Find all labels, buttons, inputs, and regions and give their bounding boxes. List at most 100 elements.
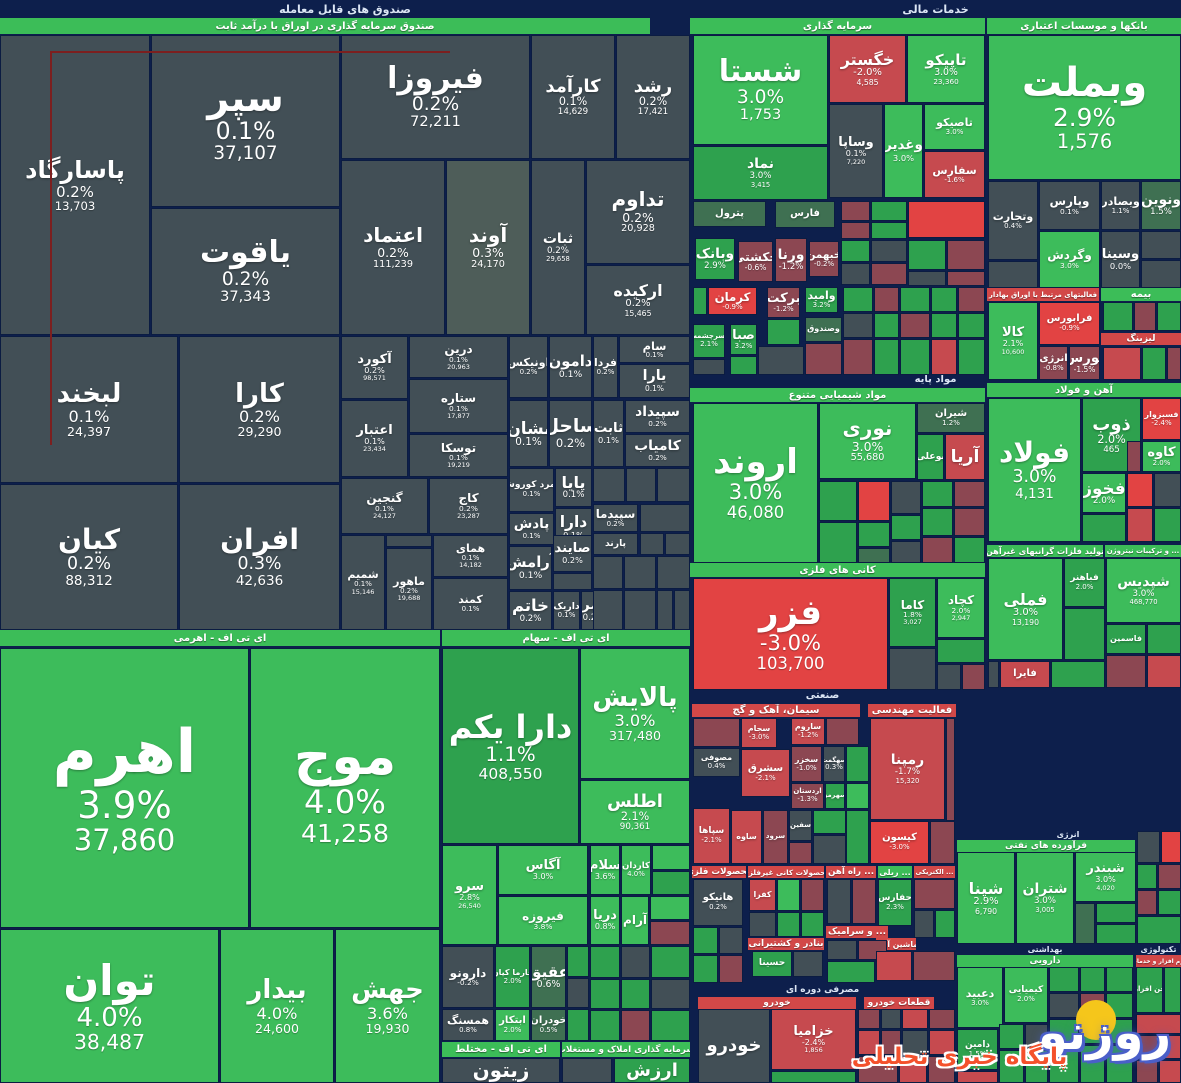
tile-شمیم[interactable]: شمیم 0.1% 15,146 [341,535,385,630]
tile-اروند[interactable]: اروند 3.0% 46,080 [693,403,818,563]
tile-سلام[interactable]: سلام 3.6% [590,845,620,895]
tile-cell[interactable] [988,261,1038,288]
tile-حفارس[interactable]: حفارس 2.3% [878,879,912,926]
tile-ستاره[interactable]: ستاره 0.1% 17,877 [409,379,508,433]
industry-header[interactable]: نرم افزار و خدمات [1136,955,1181,967]
tile-درین[interactable]: درین 0.1% 20,963 [409,336,508,378]
tile-cell[interactable] [767,319,800,345]
tile-cell[interactable] [590,946,620,978]
tile-cell[interactable] [954,481,985,507]
industry-header[interactable]: سرمایه گذاری املاک و مستغلات [562,1042,690,1057]
tile-cell[interactable] [874,339,899,375]
tile-cell[interactable] [1147,624,1181,654]
tile-cell[interactable] [931,313,957,338]
tile-آوند[interactable]: آوند 0.3% 24,170 [446,160,530,335]
tile-خودرو[interactable]: خودرو [698,1009,770,1083]
tile-اردستان[interactable]: اردستان -1.3% [791,783,824,809]
tile-cell[interactable] [386,535,432,547]
tile-وبصادر[interactable]: وبصادر 1.1% [1101,181,1140,230]
tile-بورس[interactable]: بورس-1.5% [1069,346,1100,380]
tile-cell[interactable] [1051,661,1105,688]
tile-یارا[interactable]: یارا 0.1% [619,364,690,398]
industry-header[interactable]: مواد شیمیایی متنوع [690,388,985,402]
industry-header[interactable]: بنادر و کشتیرانی [748,938,824,950]
tile-رشد[interactable]: رشد 0.2% 17,421 [616,35,690,159]
tile-فاسمین[interactable]: فاسمین [1106,624,1146,654]
industry-header[interactable]: فعالیت مهندسی [868,704,956,717]
tile-وساپا[interactable]: وساپا 0.1% 7,220 [829,104,883,198]
tile-cell[interactable] [999,1050,1024,1083]
tile-توسکا[interactable]: توسکا 0.1% 19,219 [409,434,508,477]
tile-cell[interactable] [590,979,620,1009]
tile-رمپنا[interactable]: رمپنا -1.7% 15,320 [870,718,945,820]
tile-cell[interactable] [881,1009,901,1029]
tile-cell[interactable] [819,481,857,521]
tile-ثبات[interactable]: ثبات 0.2% 29,658 [531,160,585,335]
tile-cell[interactable] [657,556,690,589]
tile-زمرد کوروش[interactable]: زمرد کوروش0.1% [509,468,554,512]
tile-cell[interactable] [871,222,907,239]
tile-cell[interactable] [931,339,957,375]
tile-cell[interactable] [1103,302,1133,331]
tile-دارونو[interactable]: دارونو -0.2% [442,946,494,1008]
tile-cell[interactable] [567,1009,589,1041]
tile-سرو[interactable]: سرو 2.8% 26,540 [442,845,497,945]
tile-cell[interactable] [846,810,869,864]
tile-سپیداد[interactable]: سپیداد 0.2% [625,400,690,433]
tile-cell[interactable] [947,240,985,270]
industry-header[interactable]: لیزینگ [1101,333,1181,345]
tile-ابتکار[interactable]: ابتکار 2.0% [495,1009,530,1041]
tile-موج[interactable]: موج 4.0% 41,258 [250,648,440,928]
tile-cell[interactable] [1106,655,1146,688]
industry-header[interactable]: ... راه آهن [826,866,876,878]
industry-header[interactable]: محصولات فلزی [692,866,746,878]
tile-cell[interactable] [937,639,985,663]
tile-cell[interactable] [801,879,824,911]
industry-header[interactable]: سرمایه گذاری [690,18,985,34]
tile-cell[interactable] [914,879,955,909]
tile-cell[interactable] [908,240,946,270]
tile-cell[interactable] [640,533,664,555]
tile-cell[interactable] [954,537,985,563]
tile-cell[interactable] [651,1010,690,1041]
tile-cell[interactable] [871,263,907,285]
tile-cell[interactable] [1049,993,1079,1018]
tile-cell[interactable] [902,1009,928,1029]
tile-cell[interactable] [1082,514,1126,542]
tile-cell[interactable] [650,896,690,920]
tile-cell[interactable] [846,783,869,809]
tile-دارا یکم[interactable]: دارا یکم 1.1% 408,550 [442,648,579,844]
tile-cell[interactable] [1127,508,1153,542]
tile-cell[interactable] [1142,347,1166,380]
tile-cell[interactable] [651,979,690,1009]
tile-cell[interactable] [937,664,961,690]
tile-cell[interactable] [871,240,907,262]
tile-cell[interactable] [567,978,589,1008]
tile-فردا[interactable]: فردا 0.2% [593,336,618,398]
tile-آگاس[interactable]: آگاس 3.0% [498,845,588,895]
tile-لبخند[interactable]: لبخند 0.1% 24,397 [0,336,178,483]
tile-کیمیایی[interactable]: کیمیایی 2.0% [1004,967,1048,1023]
tile-cell[interactable] [827,879,851,924]
tile-ارکیده[interactable]: ارکیده 0.2% 15,465 [586,265,690,335]
tile-پایا[interactable]: پایا 0.1% [555,468,592,507]
tile-cell[interactable] [846,746,869,782]
tile-cell[interactable] [947,271,985,286]
tile-cell[interactable] [929,1009,955,1029]
tile-سفارس[interactable]: سفارس -1.6% [924,151,985,198]
tile-cell[interactable] [590,1010,620,1041]
tile-cell[interactable] [1127,473,1153,507]
tile-عقیق[interactable]: عقیق0.6% [531,946,566,1008]
tile-دامون[interactable]: دامون 0.1% [549,336,592,398]
tile-فارس[interactable]: فارس [775,201,835,228]
tile-cell[interactable] [827,961,875,983]
tile-سپیدما[interactable]: سپیدما 0.2% [593,504,638,532]
tile-cell[interactable] [793,951,823,977]
tile-cell[interactable] [1137,916,1181,944]
tile-cell[interactable] [1096,924,1136,944]
tile-فولاد[interactable]: فولاد 3.0% 4,131 [988,398,1081,542]
tile-cell[interactable] [841,201,870,221]
tile-اطلس[interactable]: اطلس 2.1% 90,361 [580,780,690,844]
tile-کرمان[interactable]: کرمان -0.9% [708,287,757,315]
tile-کاج[interactable]: کاج 0.2% 23,287 [429,478,508,534]
